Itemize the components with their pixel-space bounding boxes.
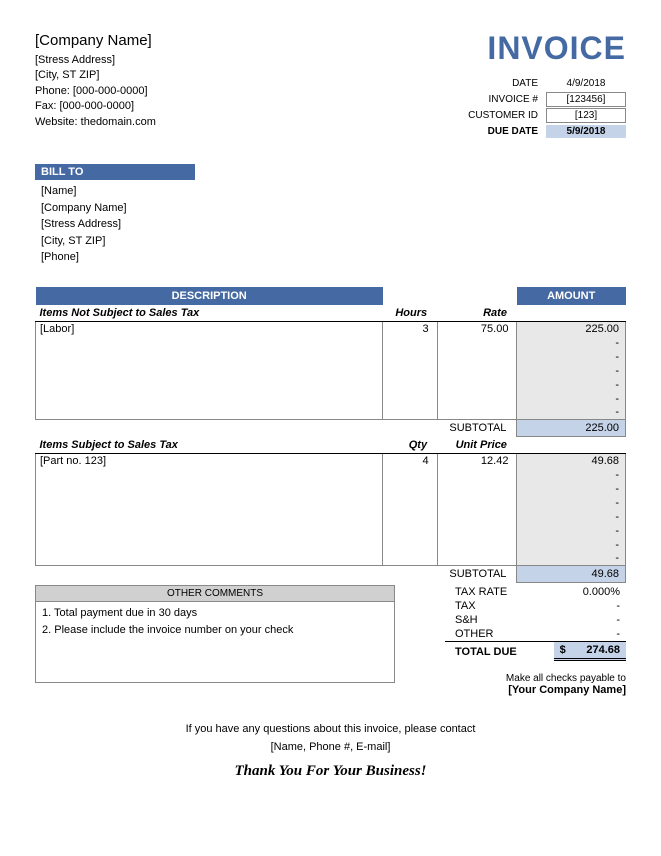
section1-subtotal: SUBTOTAL 225.00 (36, 420, 626, 437)
items-table: DESCRIPTION AMOUNT Items Not Subject to … (35, 287, 626, 584)
taxrate-value: 0.000% (554, 585, 626, 599)
comments-box: OTHER COMMENTS 1. Total payment due in 3… (35, 585, 395, 683)
customer-id-label: CUSTOMER ID (396, 110, 546, 121)
bill-to-header: BILL TO (35, 164, 195, 180)
footer-line1: If you have any questions about this inv… (35, 721, 626, 739)
subtotal-value: 225.00 (517, 420, 626, 437)
due-date-label: DUE DATE (396, 126, 546, 137)
payable-text: Make all checks payable to (395, 673, 626, 684)
billto-phone: [Phone] (41, 249, 620, 266)
section2-title: Items Subject to Sales Tax (36, 437, 383, 454)
date-value: 4/9/2018 (546, 77, 626, 90)
col-amount: AMOUNT (517, 287, 626, 305)
empty-row: - (36, 392, 626, 406)
empty-row: - (36, 538, 626, 552)
section2-qty-col: Qty (383, 437, 437, 454)
other-label: OTHER (445, 627, 554, 642)
row-amount: 49.68 (517, 453, 626, 468)
company-city: [City, ST ZIP] (35, 68, 156, 83)
payable-block: Make all checks payable to [Your Company… (395, 673, 626, 696)
empty-row: - (36, 364, 626, 378)
company-fax: Fax: [000-000-0000] (35, 99, 156, 114)
empty-row: - (36, 468, 626, 482)
col-description: DESCRIPTION (36, 287, 383, 305)
sh-value: - (554, 613, 626, 627)
date-label: DATE (396, 78, 546, 89)
summary-table: TAX RATE 0.000% TAX - S&H - OTHER - TOTA… (395, 585, 626, 661)
payable-name: [Your Company Name] (395, 684, 626, 696)
tax-value: - (554, 599, 626, 613)
comment-line: 2. Please include the invoice number on … (42, 622, 388, 639)
invoice-number-value: [123456] (546, 92, 626, 107)
empty-row: - (36, 552, 626, 566)
empty-row: - (36, 350, 626, 364)
section1-title: Items Not Subject to Sales Tax (36, 305, 383, 322)
billto-address: [Stress Address] (41, 216, 620, 233)
invoice-number-label: INVOICE # (396, 94, 546, 105)
empty-row: - (36, 496, 626, 510)
comments-header: OTHER COMMENTS (36, 586, 394, 602)
row-price: 12.42 (437, 453, 517, 468)
row-amount: 225.00 (517, 321, 626, 336)
section1-qty-col: Hours (383, 305, 437, 322)
empty-row: - (36, 336, 626, 350)
company-phone: Phone: [000-000-0000] (35, 84, 156, 99)
empty-row: - (36, 378, 626, 392)
row-desc: [Labor] (36, 321, 383, 336)
customer-id-value: [123] (546, 108, 626, 123)
invoice-title: INVOICE (396, 30, 626, 67)
empty-row: - (36, 524, 626, 538)
totaldue-currency: $ (554, 642, 566, 658)
row-price: 75.00 (437, 321, 517, 336)
section2-header: Items Subject to Sales Tax Qty Unit Pric… (36, 437, 626, 454)
row-qty: 4 (383, 453, 437, 468)
section2-price-col: Unit Price (437, 437, 517, 454)
section1-row: [Labor] 3 75.00 225.00 (36, 321, 626, 336)
empty-row: - (36, 510, 626, 524)
footer: If you have any questions about this inv… (35, 721, 626, 783)
billto-company: [Company Name] (41, 200, 620, 217)
company-name: [Company Name] (35, 30, 156, 51)
subtotal-label: SUBTOTAL (437, 420, 517, 437)
empty-row: - (36, 406, 626, 420)
row-qty: 3 (383, 321, 437, 336)
comment-line: 1. Total payment due in 30 days (42, 605, 388, 622)
thank-you: Thank You For Your Business! (35, 759, 626, 783)
subtotal-value: 49.68 (517, 566, 626, 583)
row-desc: [Part no. 123] (36, 453, 383, 468)
subtotal-label: SUBTOTAL (437, 566, 517, 583)
billto-name: [Name] (41, 183, 620, 200)
tax-label: TAX (445, 599, 554, 613)
company-website: Website: thedomain.com (35, 115, 156, 130)
section2-row: [Part no. 123] 4 12.42 49.68 (36, 453, 626, 468)
meta-block: DATE 4/9/2018 INVOICE # [123456] CUSTOME… (396, 75, 626, 139)
other-value: - (554, 627, 626, 642)
empty-row: - (36, 482, 626, 496)
section1-header: Items Not Subject to Sales Tax Hours Rat… (36, 305, 626, 322)
billto-city: [City, ST ZIP] (41, 233, 620, 250)
footer-line2: [Name, Phone #, E-mail] (35, 739, 626, 757)
company-address: [Stress Address] (35, 53, 156, 68)
bill-to-section: BILL TO [Name] [Company Name] [Stress Ad… (35, 164, 626, 269)
sh-label: S&H (445, 613, 554, 627)
section1-price-col: Rate (437, 305, 517, 322)
totaldue-value: 274.68 (566, 642, 626, 658)
totaldue-label: TOTAL DUE (445, 642, 554, 662)
section2-subtotal: SUBTOTAL 49.68 (36, 566, 626, 583)
due-date-value: 5/9/2018 (546, 125, 626, 138)
taxrate-label: TAX RATE (445, 585, 554, 599)
company-block: [Company Name] [Stress Address] [City, S… (35, 30, 156, 139)
